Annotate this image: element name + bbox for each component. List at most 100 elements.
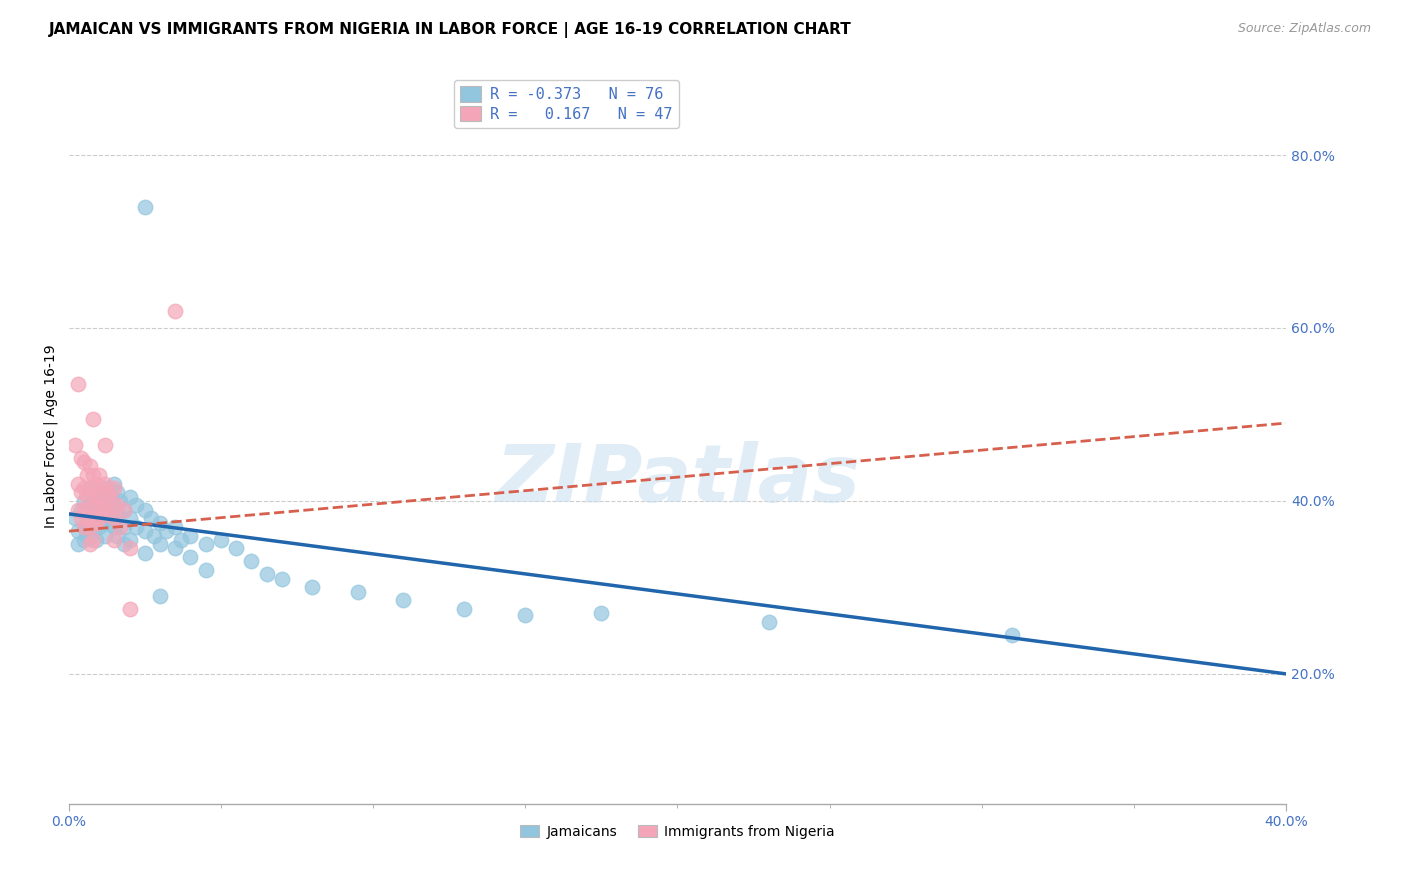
Point: [142, 528, 165, 542]
Point: [110, 494, 132, 508]
Point: [94, 511, 117, 525]
Point: [103, 533, 125, 547]
Point: [94, 498, 117, 512]
Point: [1001, 628, 1024, 642]
Point: [82, 467, 104, 482]
Point: [94, 476, 117, 491]
Point: [79, 481, 101, 495]
Point: [84, 533, 107, 547]
Point: [194, 563, 217, 577]
Point: [209, 533, 232, 547]
Point: [91, 502, 114, 516]
Point: [79, 513, 101, 527]
Point: [76, 507, 98, 521]
Point: [89, 490, 111, 504]
Point: [73, 455, 96, 469]
Point: [125, 498, 148, 512]
Point: [82, 490, 104, 504]
Point: [134, 502, 156, 516]
Point: [103, 476, 125, 491]
Point: [103, 511, 125, 525]
Point: [107, 507, 129, 521]
Point: [100, 494, 122, 508]
Point: [79, 530, 101, 544]
Point: [97, 481, 120, 495]
Point: [149, 537, 172, 551]
Point: [165, 541, 187, 556]
Point: [66, 537, 89, 551]
Point: [73, 520, 96, 534]
Point: [194, 537, 217, 551]
Point: [392, 593, 415, 607]
Point: [66, 524, 89, 539]
Point: [94, 528, 117, 542]
Point: [84, 516, 107, 530]
Point: [100, 490, 122, 504]
Point: [515, 608, 537, 623]
Point: [70, 450, 93, 465]
Point: [89, 520, 111, 534]
Text: JAMAICAN VS IMMIGRANTS FROM NIGERIA IN LABOR FORCE | AGE 16-19 CORRELATION CHART: JAMAICAN VS IMMIGRANTS FROM NIGERIA IN L…: [49, 22, 852, 38]
Point: [76, 490, 98, 504]
Point: [134, 524, 156, 539]
Point: [256, 567, 278, 582]
Point: [347, 584, 370, 599]
Point: [70, 502, 93, 516]
Point: [100, 511, 122, 525]
Point: [84, 498, 107, 512]
Point: [94, 494, 117, 508]
Point: [82, 533, 104, 547]
Point: [66, 377, 89, 392]
Point: [84, 516, 107, 530]
Point: [301, 581, 323, 595]
Text: ZIPatlas: ZIPatlas: [495, 442, 860, 519]
Point: [103, 498, 125, 512]
Point: [134, 200, 156, 214]
Point: [73, 494, 96, 508]
Point: [79, 502, 101, 516]
Point: [76, 467, 98, 482]
Point: [76, 511, 98, 525]
Point: [107, 528, 129, 542]
Point: [112, 537, 135, 551]
Point: [79, 520, 101, 534]
Point: [103, 481, 125, 495]
Point: [63, 511, 86, 525]
Point: [70, 485, 93, 500]
Point: [240, 554, 263, 568]
Point: [112, 520, 135, 534]
Point: [179, 528, 201, 542]
Point: [84, 476, 107, 491]
Point: [73, 481, 96, 495]
Point: [97, 507, 120, 521]
Point: [270, 572, 292, 586]
Point: [89, 467, 111, 482]
Point: [118, 533, 141, 547]
Point: [125, 520, 148, 534]
Text: Source: ZipAtlas.com: Source: ZipAtlas.com: [1237, 22, 1371, 36]
Point: [94, 438, 117, 452]
Point: [79, 459, 101, 474]
Point: [179, 550, 201, 565]
Point: [89, 485, 111, 500]
Point: [165, 303, 187, 318]
Point: [79, 537, 101, 551]
Point: [97, 516, 120, 530]
Point: [73, 520, 96, 534]
Point: [225, 541, 247, 556]
Y-axis label: In Labor Force | Age 16-19: In Labor Force | Age 16-19: [44, 344, 58, 528]
Point: [91, 481, 114, 495]
Point: [76, 520, 98, 534]
Point: [66, 476, 89, 491]
Point: [110, 520, 132, 534]
Point: [73, 502, 96, 516]
Point: [139, 511, 162, 525]
Point: [82, 511, 104, 525]
Point: [89, 511, 111, 525]
Point: [149, 516, 172, 530]
Point: [453, 602, 475, 616]
Point: [155, 524, 177, 539]
Point: [82, 507, 104, 521]
Point: [91, 507, 114, 521]
Point: [165, 520, 187, 534]
